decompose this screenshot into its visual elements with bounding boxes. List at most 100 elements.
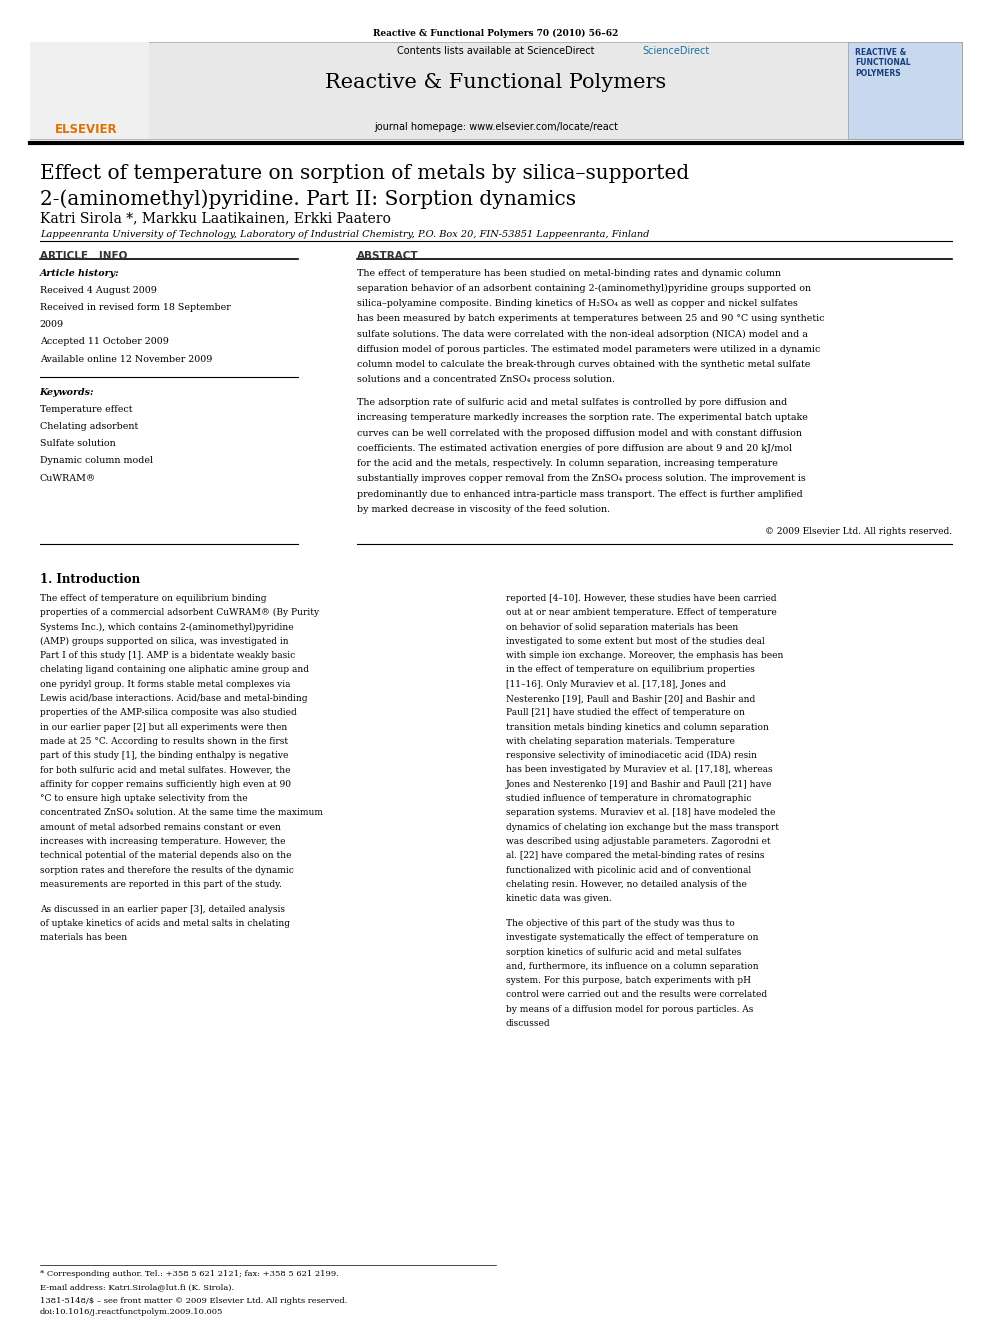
Text: The adsorption rate of sulfuric acid and metal sulfates is controlled by pore di: The adsorption rate of sulfuric acid and… [357, 398, 788, 407]
Text: with chelating separation materials. Temperature: with chelating separation materials. Tem… [506, 737, 735, 746]
Text: reported [4–10]. However, these studies have been carried: reported [4–10]. However, these studies … [506, 594, 777, 603]
Text: FUNCTIONAL: FUNCTIONAL [855, 58, 911, 67]
Text: in our earlier paper [2] but all experiments were then: in our earlier paper [2] but all experim… [40, 722, 287, 732]
Text: concentrated ZnSO₄ solution. At the same time the maximum: concentrated ZnSO₄ solution. At the same… [40, 808, 322, 818]
Text: substantially improves copper removal from the ZnSO₄ process solution. The impro: substantially improves copper removal fr… [357, 474, 806, 483]
Text: (AMP) groups supported on silica, was investigated in: (AMP) groups supported on silica, was in… [40, 636, 289, 646]
Text: ScienceDirect: ScienceDirect [643, 46, 710, 57]
Text: discussed: discussed [506, 1019, 551, 1028]
Text: 1381-5148/$ – see front matter © 2009 Elsevier Ltd. All rights reserved.: 1381-5148/$ – see front matter © 2009 El… [40, 1297, 347, 1304]
Text: Reactive & Functional Polymers 70 (2010) 56–62: Reactive & Functional Polymers 70 (2010)… [373, 29, 619, 38]
Text: Systems Inc.), which contains 2-(aminomethyl)pyridine: Systems Inc.), which contains 2-(aminome… [40, 623, 294, 631]
Text: investigated to some extent but most of the studies deal: investigated to some extent but most of … [506, 636, 765, 646]
FancyBboxPatch shape [30, 42, 962, 139]
Text: amount of metal adsorbed remains constant or even: amount of metal adsorbed remains constan… [40, 823, 281, 832]
Text: °C to ensure high uptake selectivity from the: °C to ensure high uptake selectivity fro… [40, 794, 247, 803]
Text: Jones and Nesterenko [19] and Bashir and Paull [21] have: Jones and Nesterenko [19] and Bashir and… [506, 779, 773, 789]
Text: Reactive & Functional Polymers: Reactive & Functional Polymers [325, 73, 667, 91]
Text: Temperature effect: Temperature effect [40, 405, 132, 414]
Text: CuWRAM®: CuWRAM® [40, 474, 96, 483]
Text: ELSEVIER: ELSEVIER [55, 123, 117, 136]
Text: REACTIVE &: REACTIVE & [855, 48, 907, 57]
Text: on behavior of solid separation materials has been: on behavior of solid separation material… [506, 623, 738, 631]
Text: [11–16]. Only Muraviev et al. [17,18], Jones and: [11–16]. Only Muraviev et al. [17,18], J… [506, 680, 726, 689]
Text: materials has been: materials has been [40, 933, 127, 942]
Text: Article history:: Article history: [40, 269, 119, 278]
Text: Effect of temperature on sorption of metals by silica–supported: Effect of temperature on sorption of met… [40, 164, 688, 183]
Text: POLYMERS: POLYMERS [855, 69, 901, 78]
Text: chelating resin. However, no detailed analysis of the: chelating resin. However, no detailed an… [506, 880, 747, 889]
Text: with simple ion exchange. Moreover, the emphasis has been: with simple ion exchange. Moreover, the … [506, 651, 784, 660]
Text: functionalized with picolinic acid and of conventional: functionalized with picolinic acid and o… [506, 865, 751, 875]
Text: investigate systematically the effect of temperature on: investigate systematically the effect of… [506, 933, 759, 942]
Text: Accepted 11 October 2009: Accepted 11 October 2009 [40, 337, 169, 347]
Text: 2-(aminomethyl)pyridine. Part II: Sorption dynamics: 2-(aminomethyl)pyridine. Part II: Sorpti… [40, 189, 575, 209]
Text: Paull [21] have studied the effect of temperature on: Paull [21] have studied the effect of te… [506, 708, 745, 717]
Text: al. [22] have compared the metal-binding rates of resins: al. [22] have compared the metal-binding… [506, 851, 765, 860]
Text: silica–polyamine composite. Binding kinetics of H₂SO₄ as well as copper and nick: silica–polyamine composite. Binding kine… [357, 299, 798, 308]
FancyBboxPatch shape [848, 42, 962, 139]
Text: ABSTRACT: ABSTRACT [357, 251, 419, 262]
Text: 1. Introduction: 1. Introduction [40, 573, 140, 586]
Text: separation systems. Muraviev et al. [18] have modeled the: separation systems. Muraviev et al. [18]… [506, 808, 776, 818]
Text: has been measured by batch experiments at temperatures between 25 and 90 °C usin: has been measured by batch experiments a… [357, 314, 824, 323]
Text: solutions and a concentrated ZnSO₄ process solution.: solutions and a concentrated ZnSO₄ proce… [357, 376, 615, 384]
Text: and, furthermore, its influence on a column separation: and, furthermore, its influence on a col… [506, 962, 759, 971]
Text: Lappeenranta University of Technology, Laboratory of Industrial Chemistry, P.O. : Lappeenranta University of Technology, L… [40, 230, 649, 239]
Text: dynamics of chelating ion exchange but the mass transport: dynamics of chelating ion exchange but t… [506, 823, 779, 832]
Text: by marked decrease in viscosity of the feed solution.: by marked decrease in viscosity of the f… [357, 504, 610, 513]
Text: one pyridyl group. It forms stable metal complexes via: one pyridyl group. It forms stable metal… [40, 680, 291, 689]
Text: coefficients. The estimated activation energies of pore diffusion are about 9 an: coefficients. The estimated activation e… [357, 443, 793, 452]
Text: out at or near ambient temperature. Effect of temperature: out at or near ambient temperature. Effe… [506, 609, 777, 618]
Text: Chelating adsorbent: Chelating adsorbent [40, 422, 138, 431]
Text: in the effect of temperature on equilibrium properties: in the effect of temperature on equilibr… [506, 665, 755, 675]
Text: 2009: 2009 [40, 320, 63, 329]
Text: column model to calculate the break-through curves obtained with the synthetic m: column model to calculate the break-thro… [357, 360, 810, 369]
FancyBboxPatch shape [30, 42, 149, 139]
Text: has been investigated by Muraviev et al. [17,18], whereas: has been investigated by Muraviev et al.… [506, 766, 773, 774]
Text: by means of a diffusion model for porous particles. As: by means of a diffusion model for porous… [506, 1004, 753, 1013]
Text: increasing temperature markedly increases the sorption rate. The experimental ba: increasing temperature markedly increase… [357, 413, 808, 422]
Text: transition metals binding kinetics and column separation: transition metals binding kinetics and c… [506, 722, 769, 732]
Text: for both sulfuric acid and metal sulfates. However, the: for both sulfuric acid and metal sulfate… [40, 766, 291, 774]
Text: increases with increasing temperature. However, the: increases with increasing temperature. H… [40, 837, 285, 845]
Text: The effect of temperature has been studied on metal-binding rates and dynamic co: The effect of temperature has been studi… [357, 269, 781, 278]
Text: sulfate solutions. The data were correlated with the non-ideal adsorption (NICA): sulfate solutions. The data were correla… [357, 329, 808, 339]
Text: Lewis acid/base interactions. Acid/base and metal-binding: Lewis acid/base interactions. Acid/base … [40, 695, 308, 703]
Text: predominantly due to enhanced intra-particle mass transport. The effect is furth: predominantly due to enhanced intra-part… [357, 490, 803, 499]
Text: © 2009 Elsevier Ltd. All rights reserved.: © 2009 Elsevier Ltd. All rights reserved… [765, 527, 952, 536]
Text: Nesterenko [19], Paull and Bashir [20] and Bashir and: Nesterenko [19], Paull and Bashir [20] a… [506, 695, 755, 703]
Text: control were carried out and the results were correlated: control were carried out and the results… [506, 991, 767, 999]
Text: properties of the AMP-silica composite was also studied: properties of the AMP-silica composite w… [40, 708, 297, 717]
Text: Dynamic column model: Dynamic column model [40, 456, 153, 466]
Text: separation behavior of an adsorbent containing 2-(aminomethyl)pyridine groups su: separation behavior of an adsorbent cont… [357, 283, 811, 292]
Text: system. For this purpose, batch experiments with pH: system. For this purpose, batch experime… [506, 976, 751, 986]
Text: * Corresponding author. Tel.: +358 5 621 2121; fax: +358 5 621 2199.: * Corresponding author. Tel.: +358 5 621… [40, 1270, 338, 1278]
Text: for the acid and the metals, respectively. In column separation, increasing temp: for the acid and the metals, respectivel… [357, 459, 778, 468]
Text: was described using adjustable parameters. Zagorodni et: was described using adjustable parameter… [506, 837, 771, 845]
Text: affinity for copper remains sufficiently high even at 90: affinity for copper remains sufficiently… [40, 779, 291, 789]
Text: responsive selectivity of iminodiacetic acid (IDA) resin: responsive selectivity of iminodiacetic … [506, 751, 757, 761]
Text: of uptake kinetics of acids and metal salts in chelating: of uptake kinetics of acids and metal sa… [40, 919, 290, 927]
Text: The effect of temperature on equilibrium binding: The effect of temperature on equilibrium… [40, 594, 266, 603]
Text: Received in revised form 18 September: Received in revised form 18 September [40, 303, 230, 312]
Text: journal homepage: www.elsevier.com/locate/react: journal homepage: www.elsevier.com/locat… [374, 122, 618, 132]
Text: Part I of this study [1]. AMP is a bidentate weakly basic: Part I of this study [1]. AMP is a biden… [40, 651, 295, 660]
Text: curves can be well correlated with the proposed diffusion model and with constan: curves can be well correlated with the p… [357, 429, 803, 438]
Text: Katri Sirola *, Markku Laatikainen, Erkki Paatero: Katri Sirola *, Markku Laatikainen, Erkk… [40, 212, 391, 226]
Text: kinetic data was given.: kinetic data was given. [506, 894, 612, 904]
Text: chelating ligand containing one aliphatic amine group and: chelating ligand containing one aliphati… [40, 665, 309, 675]
Text: Keywords:: Keywords: [40, 388, 94, 397]
Text: sorption rates and therefore the results of the dynamic: sorption rates and therefore the results… [40, 865, 294, 875]
Text: Received 4 August 2009: Received 4 August 2009 [40, 286, 157, 295]
Text: part of this study [1], the binding enthalpy is negative: part of this study [1], the binding enth… [40, 751, 288, 761]
Text: Contents lists available at ScienceDirect: Contents lists available at ScienceDirec… [397, 46, 595, 57]
Text: technical potential of the material depends also on the: technical potential of the material depe… [40, 851, 292, 860]
Text: The objective of this part of the study was thus to: The objective of this part of the study … [506, 919, 735, 927]
Text: doi:10.1016/j.reactfunctpolym.2009.10.005: doi:10.1016/j.reactfunctpolym.2009.10.00… [40, 1308, 223, 1316]
Text: E-mail address: Katri.Sirola@lut.fi (K. Sirola).: E-mail address: Katri.Sirola@lut.fi (K. … [40, 1283, 234, 1291]
Text: Available online 12 November 2009: Available online 12 November 2009 [40, 355, 212, 364]
Text: properties of a commercial adsorbent CuWRAM® (By Purity: properties of a commercial adsorbent CuW… [40, 609, 318, 618]
Text: made at 25 °C. According to results shown in the first: made at 25 °C. According to results show… [40, 737, 288, 746]
Text: As discussed in an earlier paper [3], detailed analysis: As discussed in an earlier paper [3], de… [40, 905, 285, 914]
